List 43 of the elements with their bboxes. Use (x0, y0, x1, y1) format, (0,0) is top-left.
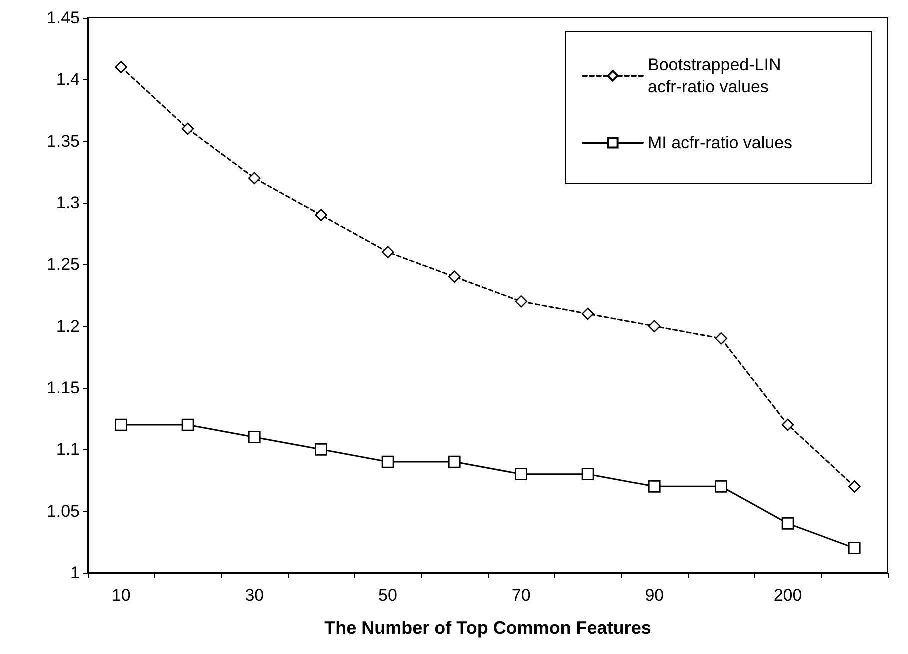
y-tick-label: 1.4 (56, 70, 80, 90)
y-tick-label: 1 (70, 564, 80, 582)
y-tick-label: 1.35 (46, 132, 80, 151)
point (515, 468, 528, 480)
x-tick-label: 200 (774, 586, 802, 605)
point (515, 296, 528, 308)
point (448, 270, 461, 284)
point (315, 209, 328, 222)
y-tick-label: 1.15 (46, 378, 80, 398)
x-tick-label: 70 (512, 586, 531, 605)
point (782, 518, 794, 530)
point (115, 418, 128, 432)
point (848, 542, 861, 554)
point (848, 480, 861, 493)
point (782, 418, 794, 432)
x-tick-label: 90 (645, 586, 664, 605)
point (248, 431, 261, 444)
legend-label: MI acfr-ratio values (648, 134, 793, 152)
point (182, 122, 194, 136)
x-axis-title: The Number of Top Common Features (324, 618, 652, 638)
point (582, 308, 594, 320)
point (182, 418, 194, 432)
point (582, 468, 594, 480)
point (248, 172, 261, 184)
point (315, 444, 328, 456)
point (715, 480, 728, 493)
y-tick-label: 1.1 (56, 440, 80, 460)
point (382, 456, 394, 468)
point (448, 456, 461, 468)
point (382, 246, 394, 258)
x-tick-label: 50 (378, 586, 398, 605)
point (715, 332, 728, 345)
legend-label: Bootstrapped-LIN acfr-ratio values (648, 56, 786, 96)
point (115, 61, 128, 74)
x-tick-label: 10 (112, 586, 131, 605)
y-tick-label: 1.2 (56, 316, 80, 336)
x-tick-label: 30 (245, 586, 264, 605)
y-tick-label: 1.3 (56, 194, 80, 212)
y-tick-label: 1.05 (46, 502, 80, 521)
y-tick-label: 1.25 (46, 255, 80, 274)
point (648, 480, 661, 493)
point (648, 320, 661, 332)
y-tick-label: 1.45 (46, 8, 80, 28)
